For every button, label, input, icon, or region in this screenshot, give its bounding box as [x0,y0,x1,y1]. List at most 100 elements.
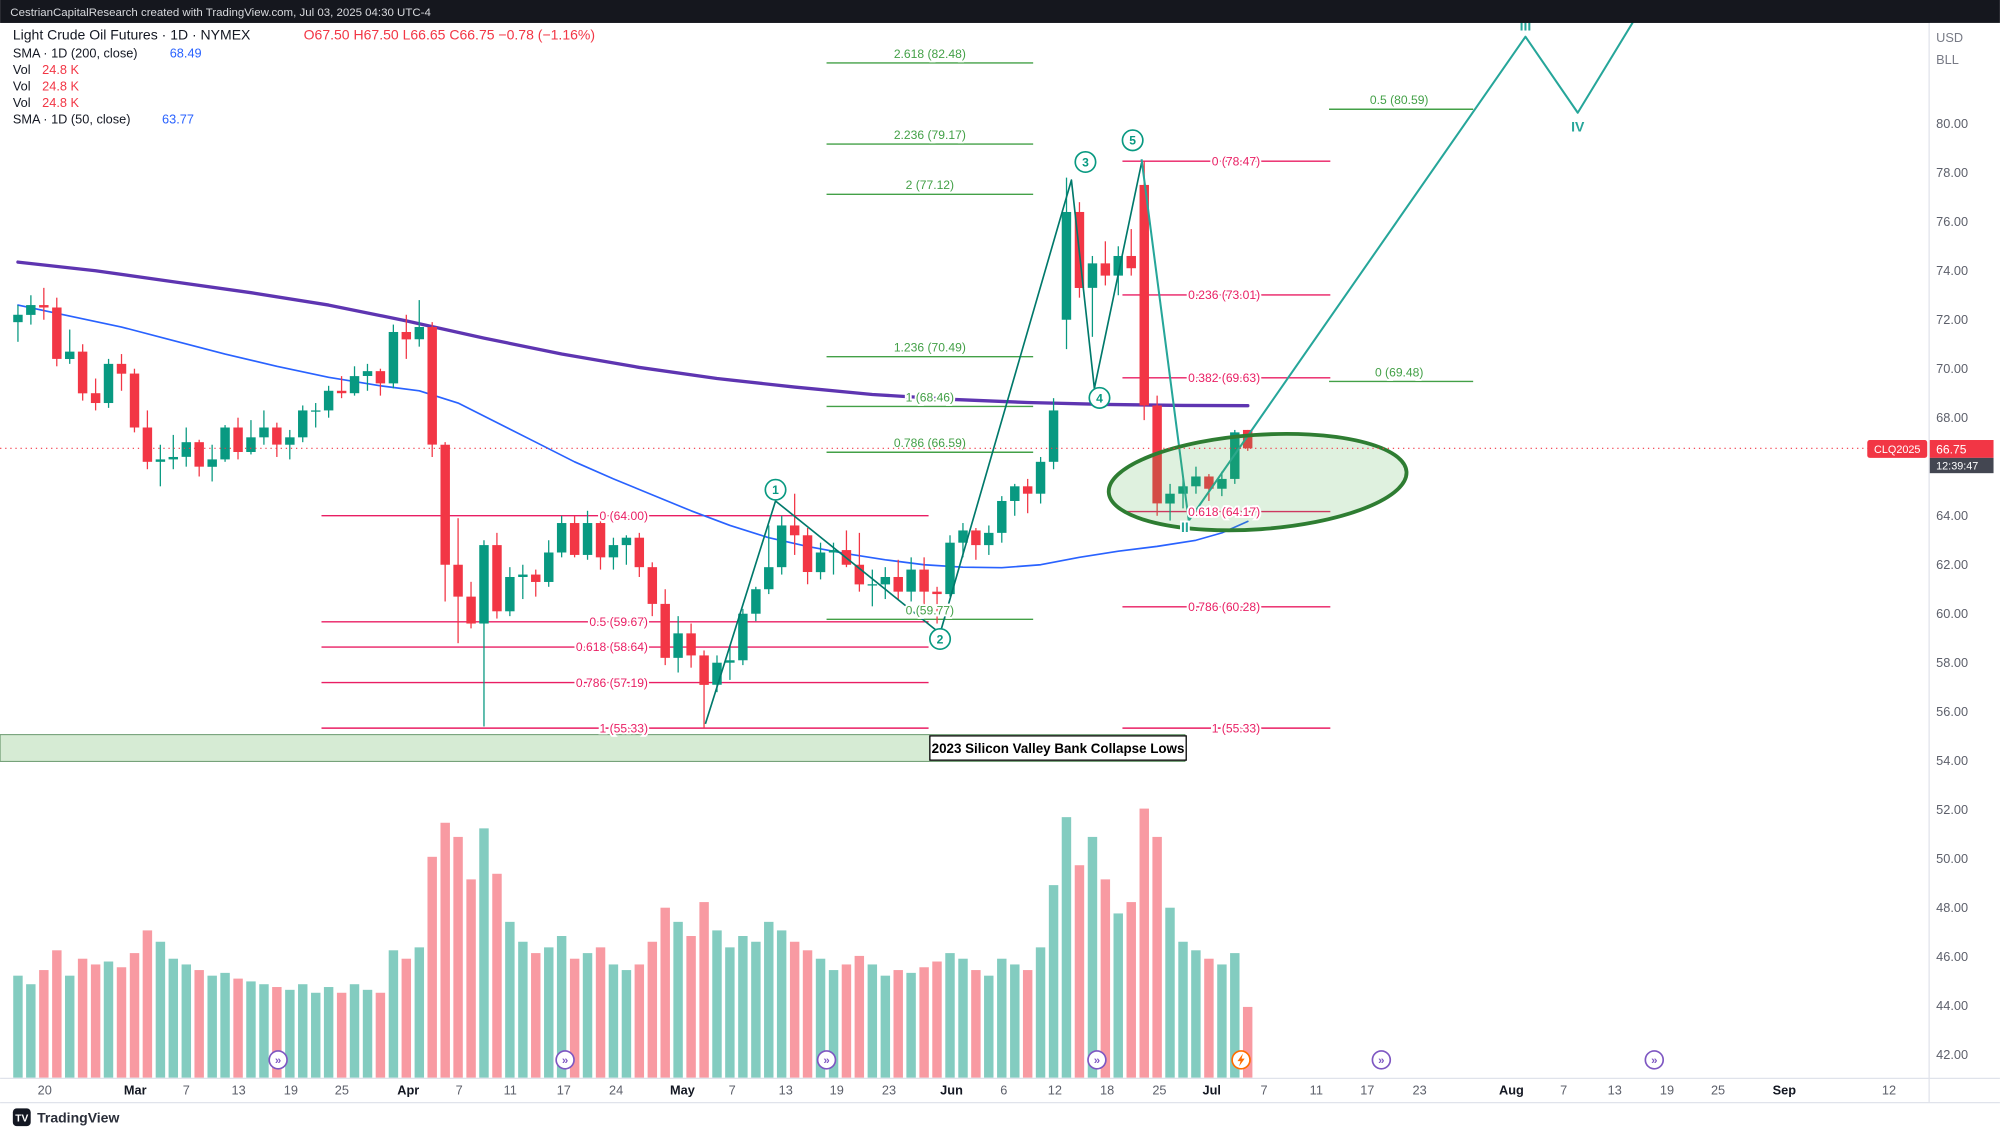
time-axis-label[interactable]: 25 [1152,1082,1166,1097]
projection-fib-label: 0 (69.48) [1375,365,1423,379]
time-axis-label[interactable]: Mar [124,1082,147,1097]
time-axis-labels[interactable]: 20 Mar 7 13 19 25 Apr 7 11 17 24 May 7 13 19 23 Jun 6 12 18… [38,1082,1896,1097]
wave-roman-iv-label[interactable]: IV [1569,116,1587,136]
timeline-event-icon[interactable]: » [1644,1050,1665,1070]
legend-vol1-value: 24.8 K [42,62,79,77]
time-axis-label[interactable]: 24 [609,1082,623,1097]
time-axis-label[interactable]: 11 [504,1082,517,1097]
candle-body [1100,263,1111,276]
volatility-flash-icon[interactable] [1231,1050,1251,1070]
elliott-projection-line[interactable] [1140,0,1661,522]
legend-vol3-label[interactable]: Vol [13,95,31,110]
time-axis-label[interactable]: 17 [1360,1082,1374,1097]
time-axis-label[interactable]: 12 [1882,1082,1896,1097]
wave-3-circle[interactable] [1074,150,1097,174]
time-axis-label[interactable]: 7 [1560,1082,1567,1097]
timeline-event-icon[interactable]: » [816,1050,837,1070]
time-axis-label[interactable]: 20 [38,1082,52,1097]
volume-bar [52,950,62,1078]
time-axis-label[interactable]: 7 [729,1082,736,1097]
time-axis-label[interactable]: 13 [1608,1082,1622,1097]
time-axis-label[interactable]: Aug [1499,1082,1524,1097]
wave-1-circle[interactable] [764,478,787,501]
time-axis-label[interactable]: 13 [231,1082,245,1097]
candle-body [362,371,373,376]
time-axis-label[interactable]: Jun [940,1082,963,1097]
legend-vol2-label[interactable]: Vol [13,79,31,94]
wave-4-circle[interactable] [1088,386,1111,409]
time-axis-label[interactable]: May [670,1082,696,1097]
wave-5-circle[interactable] [1121,129,1144,152]
wave-roman-ii-label[interactable]: II [1179,517,1191,537]
time-axis-label[interactable]: Sep [1773,1082,1797,1097]
time-axis-event-icons[interactable]: » » » » » » [268,1050,1665,1070]
candle-body [569,523,580,555]
time-axis-label[interactable]: 13 [779,1082,793,1097]
time-axis-label[interactable]: 18 [1100,1082,1114,1097]
candle-body [932,591,942,595]
price-axis-label: 56.00 [1936,704,1968,719]
legend-sma200-label[interactable]: SMA · 1D (200, close) [13,45,138,60]
june-retracement-fib-label: 1 (55.33) [1212,721,1260,735]
fibonacci-lines-layer[interactable] [321,62,1474,729]
accumulation-ellipse[interactable] [1105,425,1409,540]
highlight-ellipse-layer[interactable] [1105,425,1409,540]
time-axis-label[interactable]: 11 [1310,1082,1323,1097]
candle-body [1242,429,1253,449]
elliott-impulse-line[interactable] [704,162,1143,725]
svb-label-box[interactable]: 2023 Silicon Valley Bank Collapse Lows [929,735,1187,761]
time-axis-label[interactable]: 23 [1413,1082,1427,1097]
tradingview-logo[interactable]: TV TradingView [12,1108,120,1127]
candle-body [725,660,735,663]
time-axis-label[interactable]: 19 [830,1082,844,1097]
candle-body [776,525,787,568]
candle-body [544,552,554,582]
time-axis-label[interactable]: 25 [335,1082,349,1097]
time-axis-label[interactable]: 19 [1660,1082,1674,1097]
volume-bar [311,992,321,1078]
time-axis-label[interactable]: Jul [1203,1082,1221,1097]
wave-1-number: 1 [772,483,779,497]
candlestick-layer [13,161,1253,729]
event-chevrons-icon: » [1378,1055,1384,1067]
tradingview-logo-icon [12,1108,31,1127]
time-axis-label[interactable]: 12 [1048,1082,1062,1097]
time-axis-label[interactable]: 6 [1000,1082,1007,1097]
volume-bar [246,981,256,1078]
time-axis-label[interactable]: 25 [1711,1082,1725,1097]
timeline-event-icon[interactable]: » [1087,1050,1107,1070]
candle-body [971,530,981,546]
timeline-event-icon[interactable]: » [268,1050,288,1070]
volume-bar [1087,836,1098,1078]
volume-bar [919,967,929,1078]
time-axis-label[interactable]: 7 [456,1082,463,1097]
candle-body [699,655,709,685]
legend-vol1-label[interactable]: Vol [13,62,31,77]
time-axis-label[interactable]: 19 [284,1082,298,1097]
time-axis-label[interactable]: 17 [557,1082,571,1097]
volume-bar [505,921,515,1078]
time-axis-label[interactable]: 7 [1260,1082,1267,1097]
candle-body [142,427,153,462]
time-axis-label[interactable]: Apr [397,1082,419,1097]
price-axis[interactable] [1929,22,2000,1102]
time-axis-label[interactable]: 7 [183,1082,190,1097]
time-axis-label[interactable]: 23 [882,1082,896,1097]
price-axis-label: 46.00 [1936,949,1968,964]
elliott-wave-lines-layer[interactable] [704,0,1661,725]
chart-legend[interactable]: Light Crude Oil Futures · 1D · NYMEX O67… [13,27,595,127]
timeline-event-icon[interactable]: » [1371,1050,1392,1070]
volume-bar [544,947,554,1078]
wave-2-circle[interactable] [929,627,952,651]
legend-sma50-label[interactable]: SMA · 1D (50, close) [13,112,131,127]
volume-bar [65,975,75,1078]
price-axis-label: 74.00 [1936,263,1968,278]
price-axis-label: 70.00 [1936,361,1968,376]
candle-body [427,327,437,445]
legend-symbol[interactable]: Light Crude Oil Futures · 1D · NYMEX [13,27,251,43]
timeline-event-icon[interactable]: » [555,1050,575,1070]
volume-bar [285,989,295,1078]
